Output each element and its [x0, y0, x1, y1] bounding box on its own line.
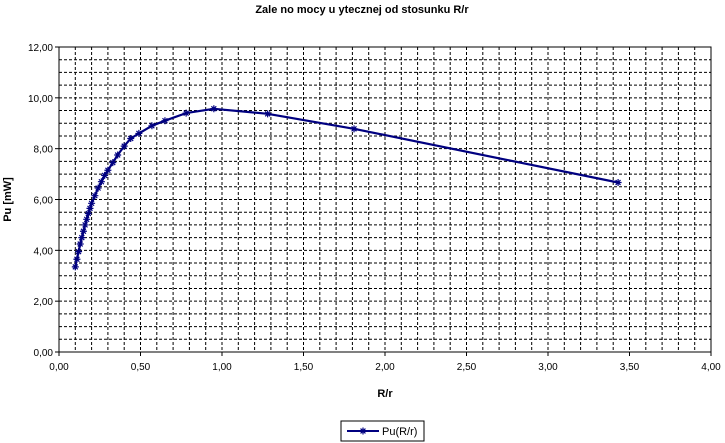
x-tick-label: 1,50 — [294, 362, 314, 373]
y-tick-label: 10,00 — [28, 94, 53, 105]
legend-marker — [359, 427, 367, 435]
x-tick-label: 4,00 — [701, 362, 721, 373]
data-point — [88, 199, 96, 207]
data-point — [75, 248, 83, 256]
y-tick-label: 2,00 — [34, 297, 54, 308]
data-point — [73, 255, 81, 263]
series-line — [74, 107, 619, 268]
data-point — [83, 215, 91, 223]
data-point — [135, 129, 143, 137]
data-point — [127, 135, 135, 142]
legend-marker-star — [359, 427, 367, 435]
x-axis: 0,00 0,50 1,00 1,50 2,00 2,50 3,00 3,50 4,00 — [49, 352, 721, 373]
data-point — [78, 234, 86, 242]
data-point — [109, 159, 117, 167]
x-tick-label: 3,00 — [538, 362, 558, 373]
data-point — [104, 166, 112, 174]
data-point — [76, 240, 84, 248]
legend-box — [340, 420, 425, 442]
data-point — [350, 125, 358, 133]
data-point — [97, 178, 105, 186]
y-tick-label: 6,00 — [34, 196, 54, 207]
data-point — [86, 204, 94, 212]
data-point — [264, 110, 272, 118]
legend: Pu(R/r) — [340, 420, 425, 442]
x-axis-label: R/r — [377, 388, 393, 400]
series-pu — [71, 105, 622, 271]
data-point — [79, 227, 87, 235]
data-point — [91, 192, 99, 200]
x-tick-label: 0,00 — [49, 362, 69, 373]
legend-label: Pu(R/r) — [382, 426, 417, 438]
data-point — [161, 117, 169, 125]
y-axis-label: Pu [mW] — [2, 177, 14, 222]
data-point — [614, 178, 622, 186]
y-tick-label: 8,00 — [34, 145, 54, 156]
y-axis: 0,00 2,00 4,00 6,00 8,00 10,00 12,00 — [28, 43, 59, 359]
x-tick-label: 0,50 — [131, 362, 151, 373]
x-tick-label: 1,00 — [212, 362, 232, 373]
data-point — [71, 263, 79, 271]
chart-title: Zale no mocy u ytecznej od stosunku R/r — [255, 4, 469, 16]
x-tick-label: 2,50 — [457, 362, 477, 373]
data-point — [94, 184, 102, 192]
data-point — [210, 105, 218, 113]
x-tick-label: 2,00 — [375, 362, 395, 373]
data-point — [81, 221, 89, 229]
y-tick-label: 4,00 — [34, 246, 54, 257]
data-point — [114, 151, 122, 159]
data-point — [84, 209, 92, 217]
data-point — [148, 122, 156, 130]
grid — [59, 47, 711, 352]
y-tick-label: 0,00 — [34, 348, 54, 359]
data-point — [101, 171, 109, 179]
y-tick-label: 12,00 — [28, 43, 53, 54]
data-point — [182, 109, 190, 117]
data-point — [120, 142, 128, 150]
x-tick-label: 3,50 — [620, 362, 640, 373]
